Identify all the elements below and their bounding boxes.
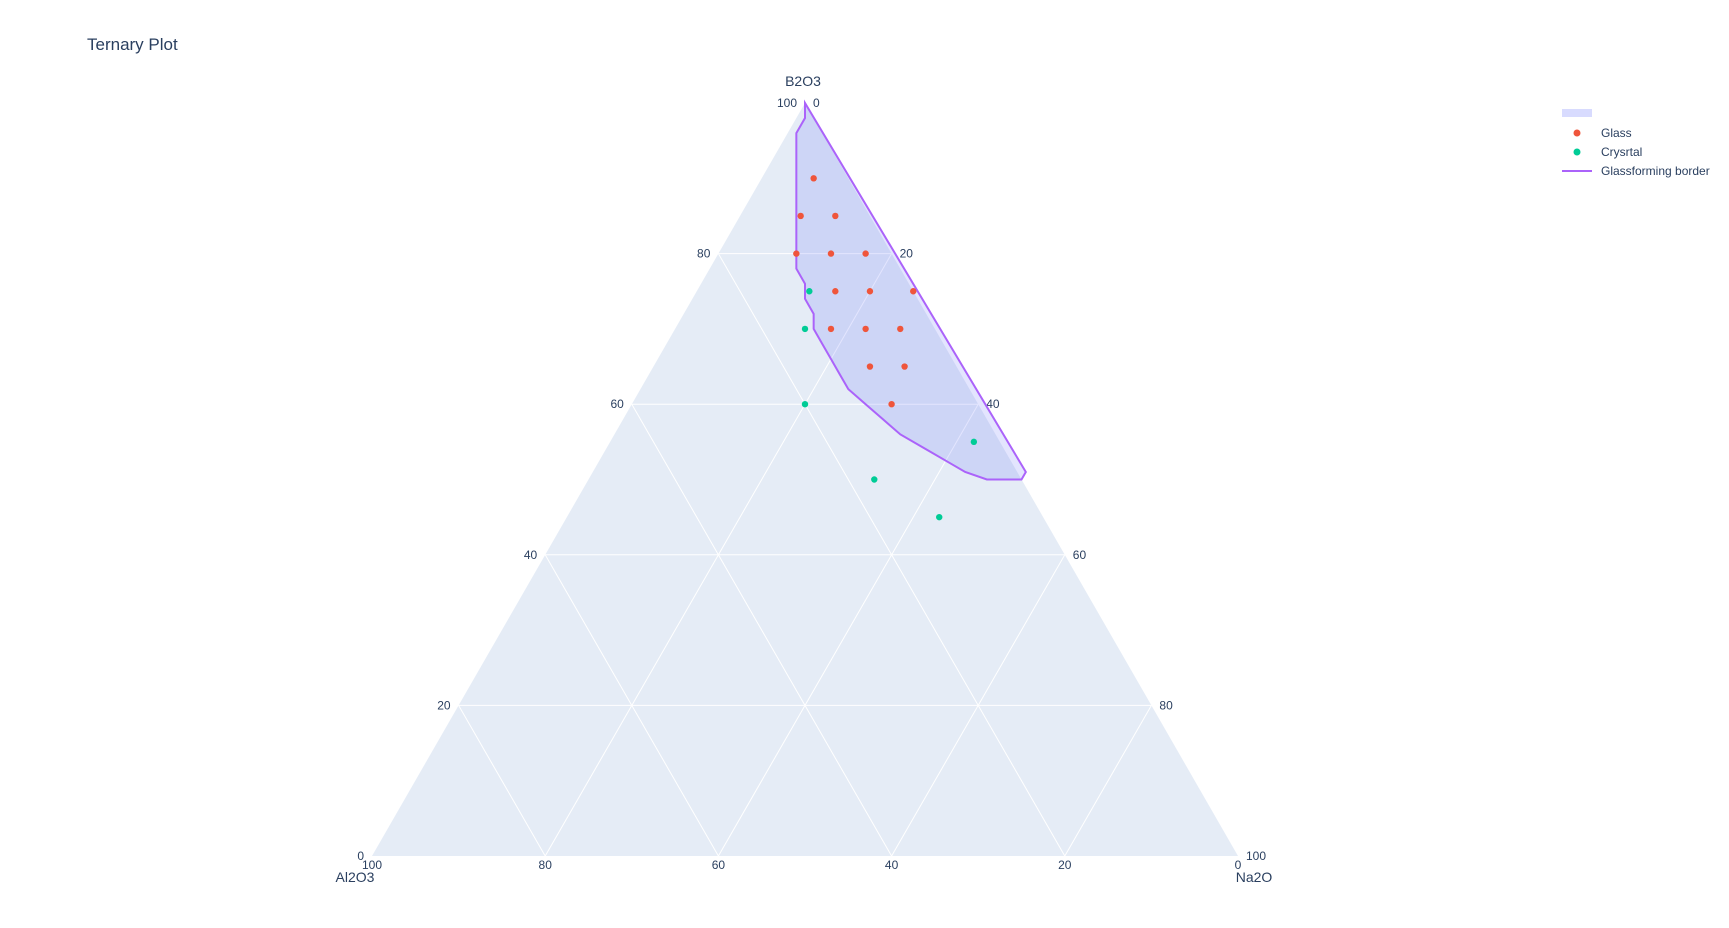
glass-point-15[interactable] — [888, 401, 895, 408]
crysrtal-point-3[interactable] — [801, 401, 809, 408]
b-tick-label-60: 60 — [712, 858, 726, 872]
legend-item-1[interactable] — [1562, 109, 1592, 117]
a-tick-label-80: 80 — [697, 247, 711, 261]
glass-point-6[interactable] — [862, 250, 869, 257]
chart-title: Ternary Plot — [87, 35, 178, 54]
c-tick-label-80: 80 — [1159, 698, 1173, 712]
legend-swatch-1 — [1562, 109, 1592, 117]
legend-item-2[interactable]: Glass — [1573, 126, 1632, 140]
glass-point-13[interactable] — [866, 363, 874, 370]
b-tick-label-40: 40 — [885, 858, 899, 872]
glass-point-10[interactable] — [827, 325, 835, 333]
c-tick-label-60: 60 — [1073, 548, 1087, 562]
c-grid-line-60 — [891, 554, 1066, 857]
crysrtal-point-4[interactable] — [970, 438, 978, 446]
glass-point-9[interactable] — [910, 288, 917, 295]
ternary-background — [372, 103, 1238, 856]
a-tick-label-100: 100 — [777, 96, 797, 110]
legend[interactable]: Glass Crysrtal Glassforming border — [1562, 109, 1710, 178]
legend-swatch-3 — [1573, 148, 1581, 156]
c-tick-label-20: 20 — [900, 247, 914, 261]
glassforming-border-line — [795, 99, 1027, 481]
b-grid-line-40 — [631, 403, 893, 857]
a-tick-label-0: 0 — [357, 849, 364, 863]
crysrtal-point-5[interactable] — [871, 476, 878, 483]
c-grid-line-80 — [1064, 705, 1152, 857]
b-tick-label-100: 100 — [362, 858, 382, 872]
b-tick-label-80: 80 — [539, 858, 553, 872]
legend-item-3[interactable]: Crysrtal — [1573, 145, 1643, 159]
legend-swatch-2 — [1573, 129, 1581, 137]
c-grid-line-40 — [717, 403, 979, 857]
glass-point-5[interactable] — [827, 250, 835, 257]
glass-point-8[interactable] — [866, 288, 874, 295]
legend-item-4[interactable]: Glassforming border — [1562, 164, 1710, 178]
glass-point-11[interactable] — [862, 325, 869, 333]
glass-point-7[interactable] — [832, 288, 839, 295]
b-grid-line-60 — [544, 554, 719, 857]
b-tick-label-20: 20 — [1058, 858, 1072, 872]
a-tick-label-40: 40 — [524, 548, 538, 562]
glass-point-4[interactable] — [793, 250, 800, 257]
b-tick-label-0: 0 — [1235, 858, 1242, 872]
glass-point-12[interactable] — [897, 325, 904, 333]
legend-label-4: Glassforming border — [1601, 164, 1710, 178]
glass-point-3[interactable] — [832, 212, 839, 220]
al2o3-axis-title: Al2O3 — [336, 869, 375, 885]
c-tick-label-40: 40 — [986, 397, 1000, 411]
crysrtal-point-2[interactable] — [801, 325, 809, 333]
glass-point-14[interactable] — [901, 363, 908, 370]
glass-point-2[interactable] — [797, 212, 804, 220]
c-tick-label-100: 100 — [1246, 849, 1266, 863]
a-tick-label-60: 60 — [610, 397, 624, 411]
crysrtal-point-6[interactable] — [936, 513, 943, 521]
a-tick-label-20: 20 — [437, 698, 451, 712]
na2o-axis-title: Na2O — [1236, 869, 1273, 885]
crysrtal-point-1[interactable] — [806, 288, 813, 295]
c-tick-label-0: 0 — [813, 96, 820, 110]
b2o3-axis-title: B2O3 — [785, 73, 821, 89]
grid-lines — [458, 253, 1152, 857]
legend-label-3: Crysrtal — [1601, 145, 1642, 159]
glass-point-1[interactable] — [810, 175, 817, 182]
b-grid-line-80 — [458, 705, 546, 857]
legend-label-2: Glass — [1601, 126, 1632, 140]
